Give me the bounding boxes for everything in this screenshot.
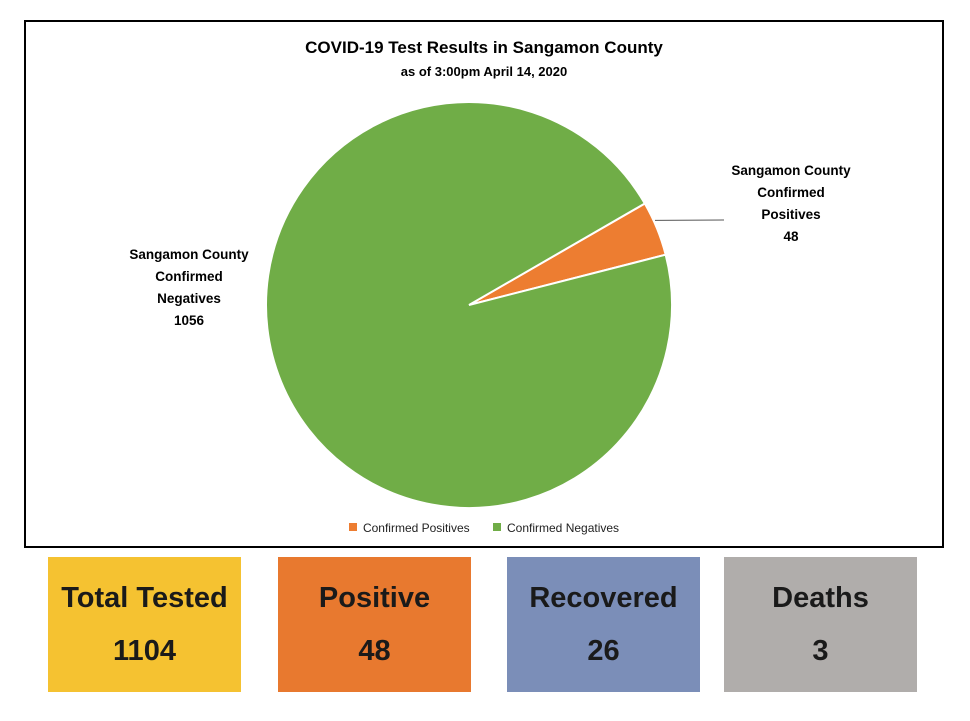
legend-item-positives: Confirmed Positives — [348, 521, 470, 535]
stat-box-recovered: Recovered 26 — [507, 557, 700, 692]
slice-label-line: Sangamon County — [129, 247, 249, 262]
slice-value-label: 48 — [783, 229, 799, 244]
slice-label-line: Positives — [761, 207, 821, 222]
legend-item-negatives: Confirmed Negatives — [493, 521, 619, 535]
stat-box-total-tested: Total Tested 1104 — [48, 557, 241, 692]
pie-slice-negatives — [265, 101, 673, 509]
slice-value-label: 1056 — [173, 313, 205, 328]
chart-title: COVID-19 Test Results in Sangamon County — [305, 38, 663, 57]
chart-frame: COVID-19 Test Results in Sangamon County… — [24, 20, 944, 548]
stat-box-positive: Positive 48 — [278, 557, 471, 692]
legend-label: Confirmed Negatives — [507, 521, 620, 535]
stat-value: 3 — [812, 635, 829, 667]
slice-label-line: Confirmed — [155, 269, 223, 284]
pie-chart — [265, 101, 725, 509]
slice-label-line: Sangamon County — [731, 163, 851, 178]
stat-label: Recovered — [529, 582, 678, 614]
stat-label: Positive — [318, 582, 431, 614]
chart-subtitle: as of 3:00pm April 14, 2020 — [400, 64, 568, 79]
slice-label-line: Confirmed — [757, 185, 825, 200]
stat-value: 1104 — [113, 635, 176, 667]
stat-value: 48 — [358, 635, 391, 667]
stat-box-deaths: Deaths 3 — [724, 557, 917, 692]
legend-swatch-positives — [348, 523, 357, 531]
stat-label: Total Tested — [61, 582, 228, 614]
legend-swatch-negatives — [493, 523, 501, 531]
slice-label-negatives: Sangamon County Confirmed Negatives 1056 — [114, 244, 264, 332]
stat-label: Deaths — [772, 582, 869, 614]
legend-label: Confirmed Positives — [362, 521, 470, 535]
stat-value: 26 — [587, 635, 620, 667]
slice-label-line: Negatives — [157, 291, 221, 306]
slice-label-positives: Sangamon County Confirmed Positives 48 — [716, 160, 866, 248]
chart-legend: Confirmed Positives Confirmed Negatives — [26, 521, 942, 535]
